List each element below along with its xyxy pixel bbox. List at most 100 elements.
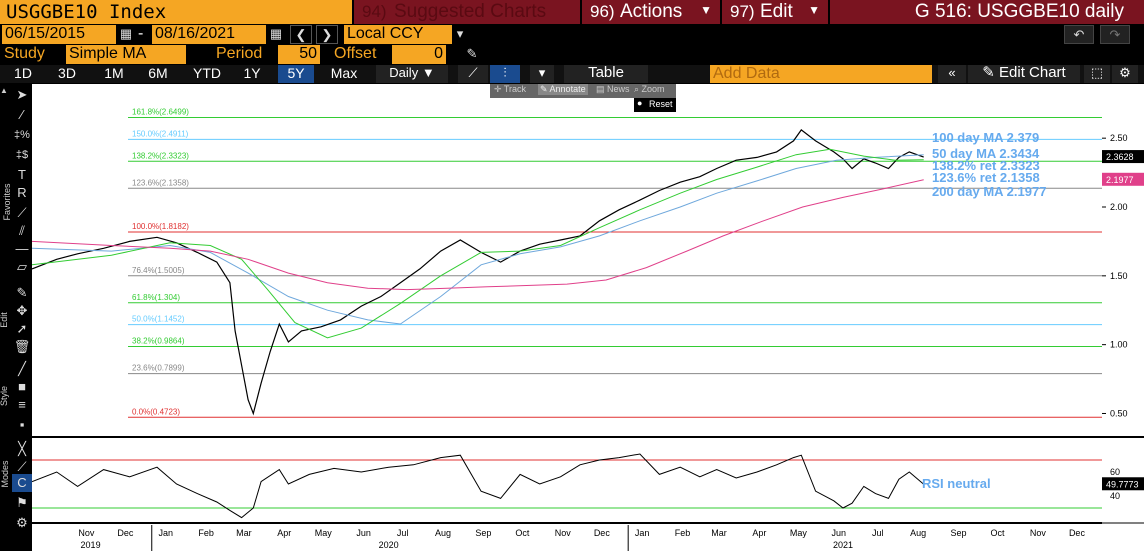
gear-icon[interactable]: ⚙	[1112, 65, 1138, 83]
scale-icon[interactable]: ⟋	[17, 459, 27, 474]
edit-side-label: Edit	[0, 312, 9, 328]
line-style-icon[interactable]: ≡	[18, 397, 26, 412]
range-button-1y[interactable]: 1Y	[243, 65, 261, 81]
rsi-badge-bg	[1102, 477, 1144, 491]
edit-num: 97)	[730, 2, 755, 21]
export-icon[interactable]: ⬚	[1084, 65, 1110, 83]
legend-ma200: 200 day MA 2.1977	[932, 184, 1046, 199]
rsi-tick-label: 40	[1110, 491, 1120, 501]
suggested-num: 94)	[362, 2, 387, 21]
chevron-down-icon[interactable]: ▾	[456, 26, 464, 41]
calendar-icon[interactable]: ▦	[269, 26, 283, 41]
chart-area[interactable]: 161.8%(2.6499) 150.0%(2.4911) 138.2%(2.332…	[32, 84, 1144, 551]
collapse-icon[interactable]: «	[938, 65, 966, 83]
move-icon[interactable]: ✥	[16, 303, 28, 318]
trend-tool-icon[interactable]: ⟋	[17, 205, 27, 220]
fib-label: 161.8%(2.6499)	[132, 108, 189, 117]
rsi-badge: 49.7773	[1106, 479, 1139, 489]
fib-label: 50.0%(1.1452)	[132, 315, 185, 324]
month-label: Oct	[991, 528, 1006, 538]
ma100-series	[32, 154, 924, 325]
month-label: Nov	[555, 528, 572, 538]
suggested-charts-button[interactable]: 94) Suggested Charts	[354, 0, 580, 24]
edit-chart-label: Edit Chart	[999, 64, 1066, 81]
reset-button[interactable]: ● Reset	[634, 98, 676, 112]
bar-chart-icon[interactable]: ⫶	[490, 65, 520, 83]
range-button-1m[interactable]: 1M	[104, 65, 124, 81]
y-tick-label: 1.50	[1110, 271, 1128, 281]
ticker-field[interactable]: USGGBE10 Index	[0, 0, 352, 24]
channel-tool-icon[interactable]: ⫽	[19, 223, 25, 238]
month-label: Apr	[752, 528, 766, 538]
add-data-input[interactable]: Add Data	[710, 65, 932, 83]
dollar-tool-icon[interactable]: ‡$	[15, 149, 29, 161]
news-tool[interactable]: ▤ News	[596, 84, 630, 94]
trash-icon[interactable]: 🗑	[13, 339, 31, 354]
month-label: Dec	[1069, 528, 1086, 538]
horizontal-line-icon[interactable]: —	[15, 241, 29, 256]
offset-label: Offset	[334, 45, 377, 62]
study-select[interactable]: Simple MA	[66, 45, 186, 64]
offset-input[interactable]: 0	[392, 45, 446, 64]
legend-ret1382: 138.2% ret 2.3323	[932, 158, 1040, 173]
period-input[interactable]: 50	[278, 45, 320, 64]
month-label: Jun	[831, 528, 846, 538]
reset-icon: ●	[637, 98, 643, 108]
retracement-tool-icon[interactable]: R	[17, 185, 27, 200]
line-tool-icon[interactable]: ⁄	[20, 107, 24, 122]
style-pen-icon[interactable]: ╱	[18, 361, 26, 376]
y-tick-label: 1.00	[1110, 340, 1128, 350]
fib-label: 123.6%(2.1358)	[132, 178, 189, 187]
line-chart-icon[interactable]: ⟋	[458, 65, 488, 83]
modes-side-label: Modes	[0, 460, 10, 488]
cursor-icon[interactable]: ➤	[16, 87, 28, 102]
zoom-tool[interactable]: ⌕ Zoom	[634, 84, 665, 94]
frequency-select[interactable]: Daily ▼	[376, 65, 448, 83]
range-button-5y[interactable]: 5Y	[278, 65, 314, 83]
fill-icon[interactable]: ■	[18, 379, 26, 394]
y-tick-label: 0.50	[1110, 408, 1128, 418]
chevron-down-icon[interactable]: ▾	[530, 65, 554, 83]
gear-icon[interactable]: ⚙	[16, 515, 28, 530]
range-button-3d[interactable]: 3D	[58, 65, 76, 81]
mode-icon[interactable]: C	[12, 474, 32, 492]
month-label: Feb	[675, 528, 691, 538]
prev-period-button[interactable]: ❮	[290, 25, 312, 44]
range-button-ytd[interactable]: YTD	[193, 65, 221, 81]
range-button-6m[interactable]: 6M	[148, 65, 168, 81]
undo-icon[interactable]: ↶	[1064, 25, 1094, 44]
currency-select[interactable]: Local CCY	[344, 25, 452, 44]
range-button-max[interactable]: Max	[330, 65, 358, 81]
month-label: Aug	[435, 528, 451, 538]
color-icon[interactable]: ▪	[19, 417, 25, 432]
actions-menu[interactable]: 96) Actions ▼	[582, 0, 720, 24]
track-tool[interactable]: ✛ Track	[494, 84, 527, 94]
month-label: Mar	[236, 528, 252, 538]
percent-tool-icon[interactable]: ‡%	[14, 129, 30, 141]
text-tool-icon[interactable]: T	[18, 167, 26, 182]
price-badge-bg	[1102, 150, 1144, 164]
collapse-up-icon[interactable]: ▲	[0, 86, 8, 95]
fib-label: 100.0%(1.8182)	[132, 222, 189, 231]
flag-icon[interactable]: ⚑	[16, 495, 28, 510]
end-date-field[interactable]: 08/16/2021	[152, 25, 266, 44]
edit-chart-button[interactable]: ✎ Edit Chart	[968, 65, 1080, 83]
annotate-tool[interactable]: ✎ Annotate	[538, 84, 588, 95]
month-label: Nov	[1030, 528, 1047, 538]
redo-icon[interactable]: ↷	[1100, 25, 1130, 44]
table-button[interactable]: Table	[564, 65, 648, 83]
band-tool-icon[interactable]: ▱	[17, 259, 27, 274]
range-button-1d[interactable]: 1D	[14, 65, 32, 81]
pencil-icon[interactable]: ✎	[466, 46, 478, 61]
month-label: Sep	[475, 528, 491, 538]
calendar-icon[interactable]: ▦	[119, 26, 133, 41]
chevron-down-icon: ▼	[421, 65, 435, 80]
start-date-field[interactable]: 06/15/2015	[2, 25, 116, 44]
next-period-button[interactable]: ❯	[316, 25, 338, 44]
title-bar: G 516: USGGBE10 daily	[830, 0, 1144, 24]
ticker-label: USGGBE10 Index	[6, 1, 167, 23]
edit-menu[interactable]: 97) Edit ▼	[722, 0, 828, 24]
pointer-icon[interactable]: ➚	[16, 321, 28, 336]
pen-icon[interactable]: ✎	[16, 285, 28, 300]
crosshair-icon[interactable]: ╳	[18, 441, 26, 456]
